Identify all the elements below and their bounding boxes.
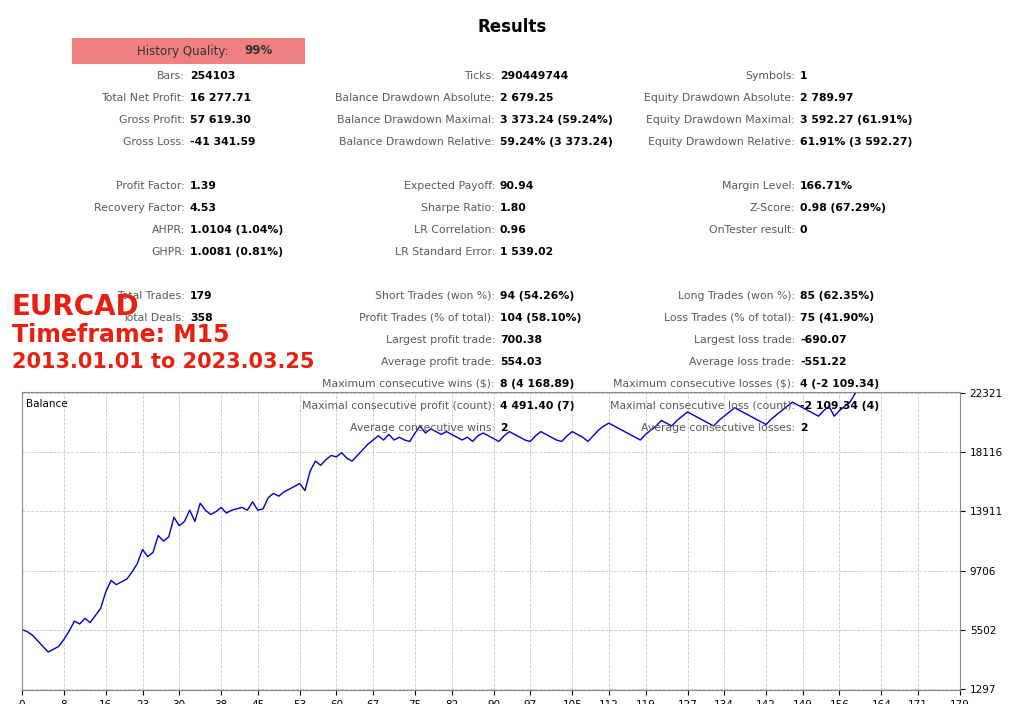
Text: Equity Drawdown Absolute:: Equity Drawdown Absolute: (644, 93, 795, 103)
Text: 1 539.02: 1 539.02 (500, 247, 553, 257)
Text: -2 109.34 (4): -2 109.34 (4) (800, 401, 880, 411)
Text: Results: Results (477, 18, 547, 36)
Text: Sharpe Ratio:: Sharpe Ratio: (421, 203, 495, 213)
Text: 166.71%: 166.71% (800, 181, 853, 191)
Text: 2: 2 (500, 423, 508, 433)
Text: Average consecutive wins:: Average consecutive wins: (350, 423, 495, 433)
Text: Total Trades:: Total Trades: (118, 291, 185, 301)
Text: 2: 2 (800, 423, 808, 433)
Text: 1.0081 (0.81%): 1.0081 (0.81%) (190, 247, 283, 257)
Text: 2 789.97: 2 789.97 (800, 93, 853, 103)
Text: Total Deals:: Total Deals: (122, 313, 185, 323)
Text: 61.91% (3 592.27): 61.91% (3 592.27) (800, 137, 912, 147)
Text: Timeframe: M15: Timeframe: M15 (12, 323, 229, 347)
Text: 254103: 254103 (190, 71, 236, 81)
Text: 0.96: 0.96 (500, 225, 527, 235)
Text: 94 (54.26%): 94 (54.26%) (500, 291, 574, 301)
Text: GHPR:: GHPR: (151, 247, 185, 257)
Text: 85 (62.35%): 85 (62.35%) (800, 291, 874, 301)
Text: 1.39: 1.39 (190, 181, 217, 191)
Text: Balance Drawdown Relative:: Balance Drawdown Relative: (339, 137, 495, 147)
Text: Margin Level:: Margin Level: (722, 181, 795, 191)
Text: Equity Drawdown Maximal:: Equity Drawdown Maximal: (646, 115, 795, 125)
Text: Balance: Balance (26, 399, 68, 410)
Text: Maximum consecutive wins ($):: Maximum consecutive wins ($): (323, 379, 495, 389)
Text: Long Trades (won %):: Long Trades (won %): (678, 291, 795, 301)
Text: Expected Payoff:: Expected Payoff: (403, 181, 495, 191)
Text: 90.94: 90.94 (500, 181, 535, 191)
Text: 4.53: 4.53 (190, 203, 217, 213)
Text: 4 491.40 (7): 4 491.40 (7) (500, 401, 574, 411)
Text: LR Correlation:: LR Correlation: (414, 225, 495, 235)
Text: Ticks:: Ticks: (464, 71, 495, 81)
Text: 3 373.24 (59.24%): 3 373.24 (59.24%) (500, 115, 612, 125)
Text: -690.07: -690.07 (800, 335, 847, 345)
Text: EURCAD: EURCAD (12, 293, 139, 321)
Text: 1.0104 (1.04%): 1.0104 (1.04%) (190, 225, 284, 235)
Text: Gross Profit:: Gross Profit: (119, 115, 185, 125)
Text: Short Trades (won %):: Short Trades (won %): (375, 291, 495, 301)
Text: History Quality:: History Quality: (137, 44, 228, 58)
Text: 0: 0 (800, 225, 808, 235)
Text: Gross Loss:: Gross Loss: (123, 137, 185, 147)
Text: OnTester result:: OnTester result: (710, 225, 795, 235)
Text: Average consecutive losses:: Average consecutive losses: (641, 423, 795, 433)
Text: 700.38: 700.38 (500, 335, 542, 345)
Text: 8 (4 168.89): 8 (4 168.89) (500, 379, 574, 389)
Text: 16 277.71: 16 277.71 (190, 93, 251, 103)
Text: Profit Factor:: Profit Factor: (117, 181, 185, 191)
Text: Average loss trade:: Average loss trade: (689, 357, 795, 367)
Text: Equity Drawdown Relative:: Equity Drawdown Relative: (648, 137, 795, 147)
Text: Maximum consecutive losses ($):: Maximum consecutive losses ($): (613, 379, 795, 389)
Text: Average profit trade:: Average profit trade: (381, 357, 495, 367)
Text: Total Net Profit:: Total Net Profit: (101, 93, 185, 103)
Text: 99%: 99% (245, 44, 272, 58)
Text: AHPR:: AHPR: (152, 225, 185, 235)
Text: 1: 1 (800, 71, 808, 81)
Text: Bars:: Bars: (157, 71, 185, 81)
Text: Recovery Factor:: Recovery Factor: (94, 203, 185, 213)
Text: 104 (58.10%): 104 (58.10%) (500, 313, 582, 323)
Text: 2013.01.01 to 2023.03.25: 2013.01.01 to 2023.03.25 (12, 352, 314, 372)
Text: Largest loss trade:: Largest loss trade: (693, 335, 795, 345)
Text: 2 679.25: 2 679.25 (500, 93, 554, 103)
Text: Symbols:: Symbols: (745, 71, 795, 81)
Text: 3 592.27 (61.91%): 3 592.27 (61.91%) (800, 115, 912, 125)
Text: 1.80: 1.80 (500, 203, 526, 213)
Text: Loss Trades (% of total):: Loss Trades (% of total): (664, 313, 795, 323)
Text: Balance Drawdown Absolute:: Balance Drawdown Absolute: (336, 93, 495, 103)
Text: 57 619.30: 57 619.30 (190, 115, 251, 125)
Text: Maximal consecutive loss (count):: Maximal consecutive loss (count): (609, 401, 795, 411)
Text: 554.03: 554.03 (500, 357, 542, 367)
Text: -41 341.59: -41 341.59 (190, 137, 256, 147)
Text: 290449744: 290449744 (500, 71, 568, 81)
Text: 0.98 (67.29%): 0.98 (67.29%) (800, 203, 886, 213)
Text: 358: 358 (190, 313, 213, 323)
Text: Z-Score:: Z-Score: (750, 203, 795, 213)
Text: 179: 179 (190, 291, 213, 301)
Text: Maximal consecutive profit (count):: Maximal consecutive profit (count): (302, 401, 495, 411)
Text: Balance Drawdown Maximal:: Balance Drawdown Maximal: (337, 115, 495, 125)
Text: Profit Trades (% of total):: Profit Trades (% of total): (359, 313, 495, 323)
Text: -551.22: -551.22 (800, 357, 847, 367)
Text: LR Standard Error:: LR Standard Error: (394, 247, 495, 257)
Text: Largest profit trade:: Largest profit trade: (385, 335, 495, 345)
Text: 59.24% (3 373.24): 59.24% (3 373.24) (500, 137, 612, 147)
Text: 75 (41.90%): 75 (41.90%) (800, 313, 874, 323)
Text: 4 (-2 109.34): 4 (-2 109.34) (800, 379, 880, 389)
